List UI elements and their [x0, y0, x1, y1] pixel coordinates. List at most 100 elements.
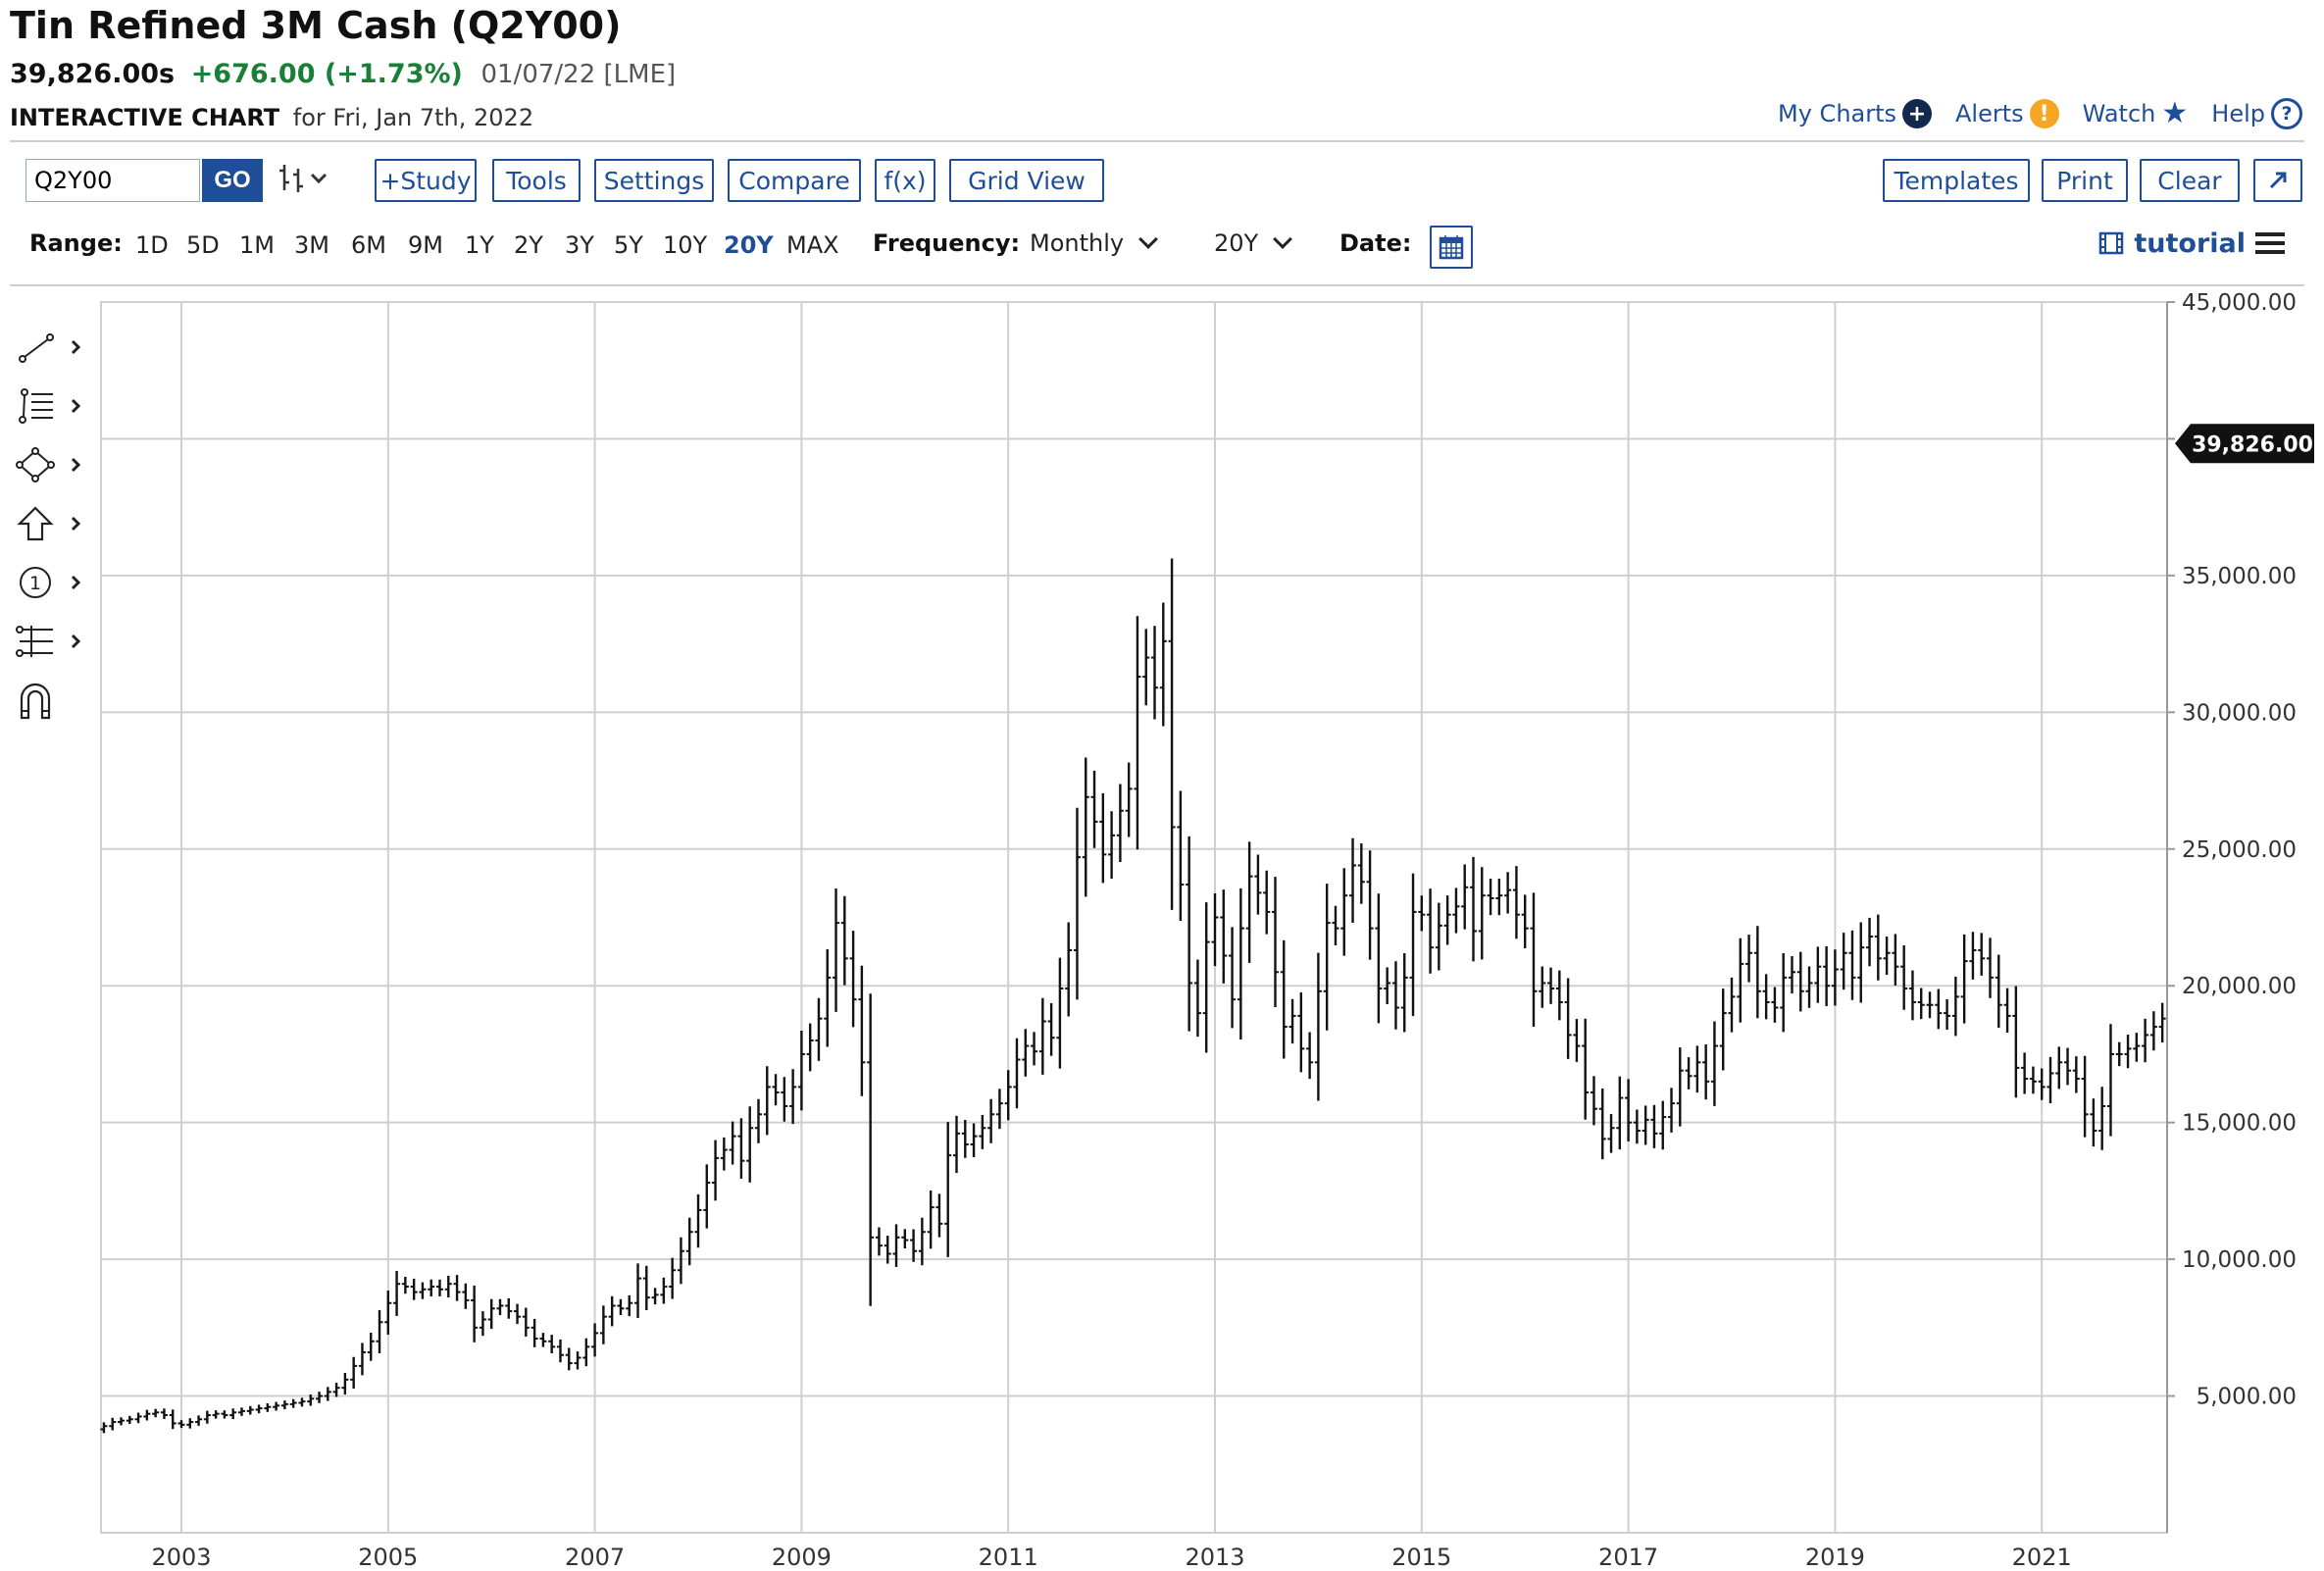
ohlc-bar — [849, 931, 857, 1028]
ohlc-bar — [428, 1279, 435, 1297]
ohlc-bar — [496, 1298, 504, 1316]
range-5d[interactable]: 5D — [186, 231, 220, 259]
ohlc-bar — [332, 1383, 340, 1397]
tutorial-link[interactable]: tutorial — [2098, 228, 2285, 259]
counter-tool[interactable]: 1 — [14, 559, 92, 606]
range-10y[interactable]: 10Y — [663, 231, 708, 259]
ohlc-bar — [1728, 977, 1736, 1033]
ohlc-bar — [2142, 1018, 2149, 1063]
ohlc-bar — [556, 1339, 564, 1363]
expand-button[interactable] — [2253, 159, 2302, 202]
ohlc-bar — [565, 1347, 573, 1371]
ohlc-bar — [1288, 998, 1296, 1044]
range-20y[interactable]: 20Y — [724, 231, 774, 259]
tools-button[interactable]: Tools — [492, 159, 581, 202]
ohlc-bar — [367, 1332, 375, 1361]
y-tick-label: 20,000.00 — [2182, 974, 2297, 999]
alert-icon: ! — [2029, 99, 2059, 128]
go-button[interactable]: GO — [202, 159, 263, 202]
y-tick-label: 5,000.00 — [2197, 1385, 2297, 1410]
ohlc-bar — [2072, 1056, 2080, 1093]
interactive-chart-date: for Fri, Jan 7th, 2022 — [292, 104, 534, 131]
range-3y[interactable]: 3Y — [565, 231, 594, 259]
alerts-link[interactable]: Alerts ! — [1955, 98, 2059, 129]
magnet-tool[interactable] — [14, 677, 92, 724]
templates-button[interactable]: Templates — [1883, 159, 2030, 202]
expand-icon — [2269, 172, 2287, 189]
range-1y[interactable]: 1Y — [465, 231, 494, 259]
arrow-tool[interactable] — [14, 500, 92, 547]
y-tick-label: 10,000.00 — [2182, 1247, 2297, 1273]
range-max[interactable]: MAX — [786, 231, 839, 259]
ohlc-bar — [1177, 790, 1185, 922]
ohlc-bar — [1935, 988, 1943, 1030]
ohlc-bar — [1978, 933, 1986, 976]
ohlc-bar — [2012, 986, 2020, 1098]
interactive-chart-line: INTERACTIVE CHART for Fri, Jan 7th, 2022 — [10, 104, 533, 131]
range-2y[interactable]: 2Y — [514, 231, 543, 259]
ohlc-bar — [109, 1417, 117, 1431]
ohlc-bar — [1186, 836, 1193, 1032]
frequency-dropdown[interactable]: Monthly — [1030, 229, 1158, 257]
period-dropdown[interactable]: 20Y — [1214, 229, 1293, 257]
shape-tool[interactable] — [14, 441, 92, 488]
ohlc-bar — [754, 1098, 762, 1143]
menu-icon[interactable] — [2255, 228, 2285, 259]
watch-link[interactable]: Watch ★ — [2083, 98, 2189, 129]
my-charts-link[interactable]: My Charts + — [1778, 98, 1933, 129]
symbol-input[interactable] — [25, 159, 200, 202]
ohlc-bar — [1056, 957, 1064, 1069]
ohlc-bar — [2081, 1055, 2089, 1138]
ohlc-bar — [1384, 967, 1391, 1004]
ohlc-bar — [1099, 792, 1107, 884]
date-picker-button[interactable] — [1430, 226, 1473, 269]
clear-button[interactable]: Clear — [2140, 159, 2240, 202]
function-button[interactable]: f(x) — [875, 159, 935, 202]
print-button[interactable]: Print — [2042, 159, 2128, 202]
line-tool[interactable] — [14, 324, 92, 371]
interactive-chart-label: INTERACTIVE CHART — [10, 104, 280, 131]
ohlc-bar — [2133, 1033, 2141, 1062]
ohlc-bar — [487, 1298, 495, 1330]
ohlc-bar — [1995, 954, 2002, 1028]
settings-button[interactable]: Settings — [594, 159, 714, 202]
ohlc-bar — [634, 1263, 642, 1319]
ohlc-bar — [1504, 872, 1512, 914]
fibonacci-tool[interactable] — [14, 382, 92, 430]
ohlc-bar — [1220, 889, 1228, 984]
ohlc-bar — [1598, 1088, 1606, 1160]
range-5y[interactable]: 5Y — [614, 231, 643, 259]
ohlc-bar — [280, 1400, 288, 1410]
ohlc-bar — [1573, 1019, 1581, 1062]
ohlc-bar — [1237, 887, 1244, 1039]
range-1d[interactable]: 1D — [135, 231, 169, 259]
range-1m[interactable]: 1M — [239, 231, 275, 259]
range-6m[interactable]: 6M — [351, 231, 386, 259]
ohlc-bar — [1926, 991, 1934, 1019]
ohlc-bar — [1719, 988, 1727, 1071]
ohlc-bar — [1349, 837, 1357, 923]
ohlc-bar — [2090, 1098, 2097, 1147]
compare-button[interactable]: Compare — [728, 159, 861, 202]
grid-view-button[interactable]: Grid View — [949, 159, 1104, 202]
ohlc-bar — [720, 1137, 728, 1171]
ohlc-bar — [1409, 873, 1417, 1017]
axis-labels: 5,000.00 10,000.00 15,000.00 20,000.00 25,00… — [151, 290, 2314, 1571]
range-3m[interactable]: 3M — [294, 231, 329, 259]
ohlc-bar — [471, 1285, 479, 1343]
study-button[interactable]: +Study — [375, 159, 477, 202]
chart-type-selector[interactable] — [278, 161, 337, 203]
star-icon: ★ — [2161, 96, 2189, 130]
my-charts-label: My Charts — [1778, 100, 1897, 127]
ohlc-bar — [1116, 784, 1124, 863]
ohlc-bar — [324, 1387, 331, 1401]
measure-tool[interactable] — [14, 618, 92, 665]
x-tick-label: 2005 — [358, 1544, 418, 1571]
ohlc-bar — [195, 1415, 203, 1426]
ohlc-bar — [186, 1418, 194, 1429]
ohlc-bar — [712, 1140, 720, 1201]
help-link[interactable]: Help ? — [2211, 98, 2302, 129]
help-icon: ? — [2271, 98, 2302, 129]
range-9m[interactable]: 9M — [408, 231, 443, 259]
